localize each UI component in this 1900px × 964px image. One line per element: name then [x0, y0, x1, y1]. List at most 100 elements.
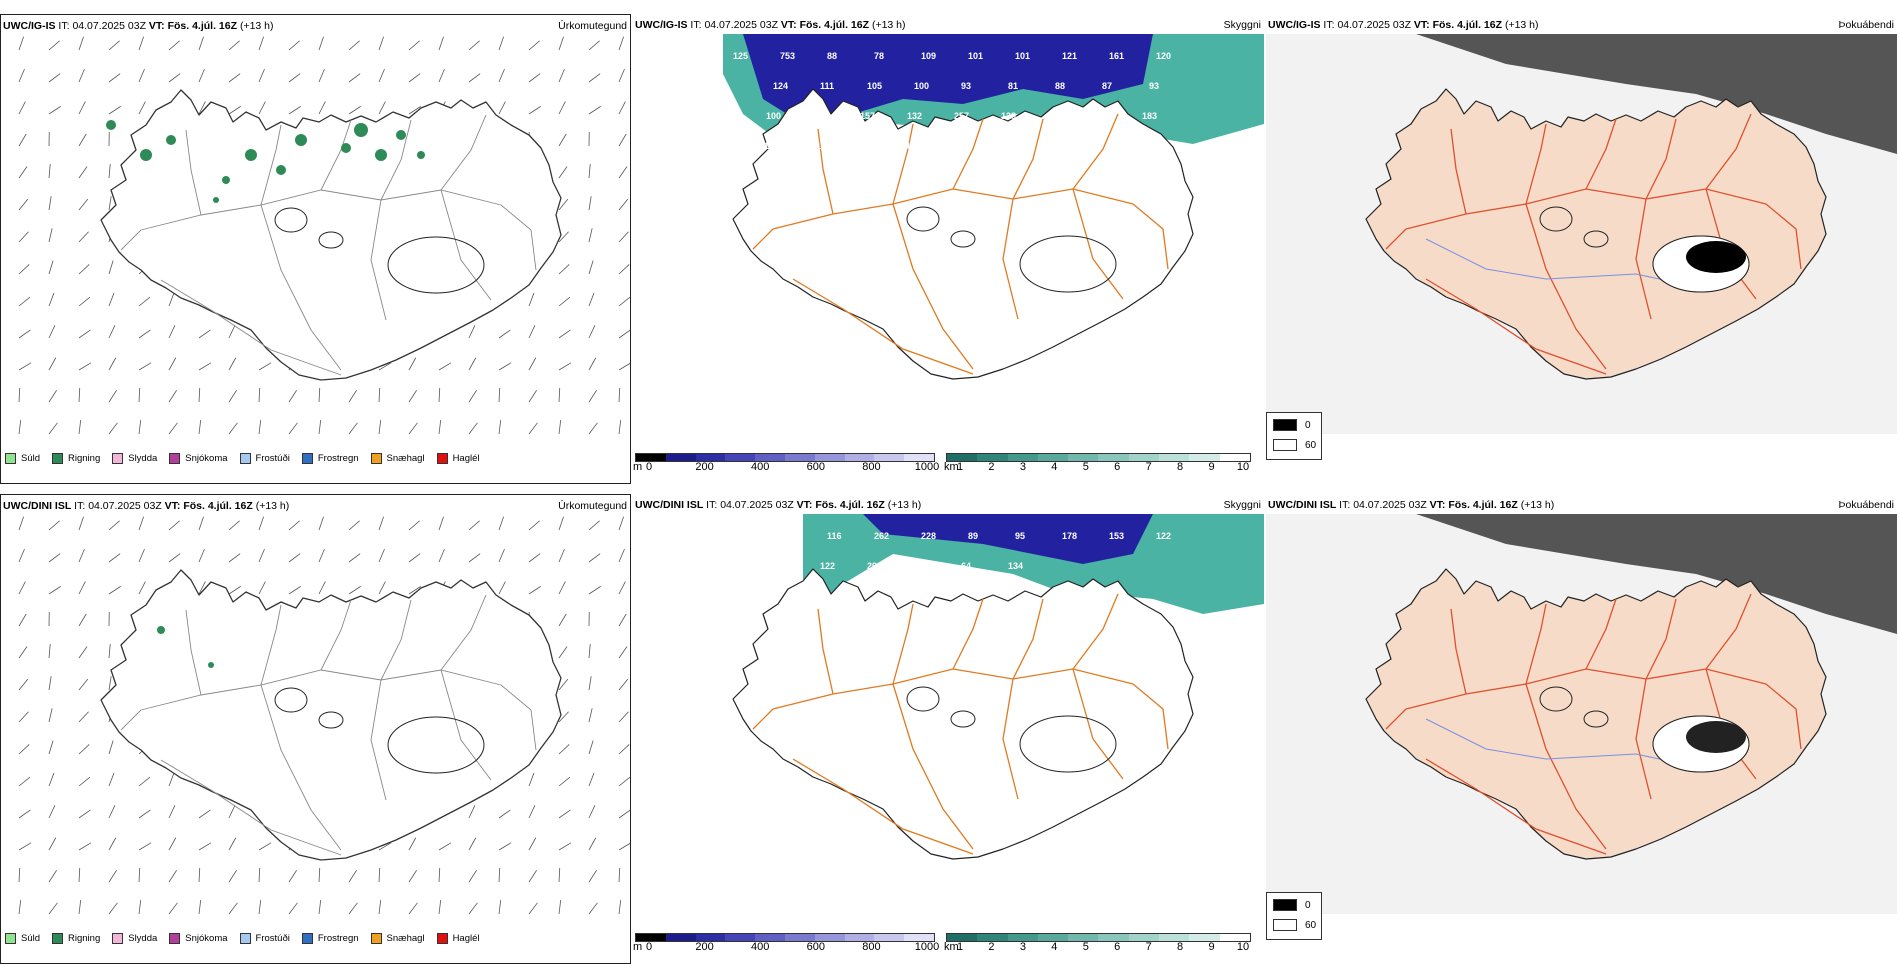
colorbar-tick: 3: [1020, 941, 1026, 953]
ceiling-label: 93: [961, 81, 971, 91]
ceiling-label: 81: [1008, 81, 1018, 91]
legend-item: Frostúði: [240, 933, 290, 944]
ceiling-label: 78: [994, 141, 1004, 151]
colorbar-tick: 2: [988, 941, 994, 953]
legend-item: Haglél: [437, 933, 480, 944]
ceiling-label: 121: [1062, 51, 1077, 61]
colorbar-tick: 9: [1208, 941, 1214, 953]
legend-item: Snæhagl: [371, 453, 425, 464]
panel-title: Þokuábendi: [1839, 499, 1894, 511]
fog-legend-swatch: [1273, 919, 1297, 931]
legend-item: Rigning: [52, 933, 100, 944]
ceiling-label: 210: [759, 141, 774, 151]
colorbar-tick: 800: [862, 941, 880, 953]
ceiling-label: 101: [1015, 51, 1030, 61]
fog-legend-label: 0: [1305, 900, 1311, 911]
ceiling-label: 153: [1109, 531, 1124, 541]
fog-legend-item: 60: [1273, 919, 1316, 931]
precip-map-2: [1, 495, 631, 964]
panel-header: UWC/IG-IS IT: 04.07.2025 03Z VT: Fös. 4.…: [3, 20, 274, 32]
legend-label: Frostregn: [318, 453, 359, 464]
ceiling-label: 88: [827, 51, 837, 61]
ceiling-label: 122: [1156, 531, 1171, 541]
colorbar-tick: 9: [1208, 461, 1214, 473]
legend-label: Haglél: [453, 933, 480, 944]
legend-swatch: [52, 933, 63, 944]
colorbar-tick: 1: [957, 461, 963, 473]
colorbar-tick: 0: [646, 461, 652, 473]
legend-label: Frostúði: [256, 453, 290, 464]
ceiling-label: 161: [1109, 51, 1124, 61]
colorbar-tick: 200: [695, 941, 713, 953]
colorbar-tick: 600: [807, 941, 825, 953]
ceiling-label: 100: [766, 111, 781, 121]
fog-legend-swatch: [1273, 419, 1297, 431]
legend-swatch: [371, 453, 382, 464]
ceiling-label: 124: [773, 81, 788, 91]
ceiling-label: 106: [1048, 111, 1063, 121]
colorbar-unit: m: [633, 461, 642, 473]
colorbar-tick: 5: [1083, 461, 1089, 473]
legend-item: Snæhagl: [371, 933, 425, 944]
ceiling-label: 157: [860, 111, 875, 121]
legend-label: Slydda: [128, 933, 157, 944]
ceiling-label: 122: [820, 561, 835, 571]
legend-item: Frostregn: [302, 933, 359, 944]
ceiling-label: 100: [914, 81, 929, 91]
legend-item: Súld: [5, 933, 40, 944]
precip-type-panel-2: UWC/DINI ISL IT: 04.07.2025 03Z VT: Fös.…: [0, 494, 631, 964]
legend-swatch: [302, 453, 313, 464]
ceiling-label: 178: [1062, 531, 1077, 541]
ceiling-label: 111: [820, 81, 834, 91]
ceiling-label: 64: [961, 561, 971, 571]
legend-swatch: [302, 933, 313, 944]
ceiling-label: 56: [1041, 141, 1051, 151]
colorbar-strip: [635, 453, 935, 462]
ceiling-label: 161: [806, 141, 821, 151]
colorbar-tick: 5: [1083, 941, 1089, 953]
ceiling-label: 116: [827, 531, 842, 541]
panel-header: UWC/DINI ISL IT: 04.07.2025 03Z VT: Fös.…: [3, 500, 289, 512]
ceiling-label: 101: [733, 531, 748, 541]
ceiling-label: 95: [1015, 531, 1025, 541]
legend-swatch: [169, 453, 180, 464]
fog-legend-swatch: [1273, 439, 1297, 451]
ceiling-label: 257: [954, 111, 969, 121]
panel-title: Skyggni: [1224, 19, 1261, 31]
fog-legend-label: 60: [1305, 440, 1316, 451]
legend-swatch: [52, 453, 63, 464]
ceiling-label: 101: [914, 561, 929, 571]
colorbar-tick: 6: [1114, 461, 1120, 473]
ceiling-label: 132: [907, 111, 922, 121]
ceiling-label: 123: [1001, 111, 1016, 121]
ceiling-label: 143: [900, 141, 915, 151]
ceiling-label: 296: [867, 561, 882, 571]
fog-legend-item: 0: [1273, 419, 1311, 431]
legend-swatch: [112, 933, 123, 944]
legend-swatch: [240, 453, 251, 464]
legend-label: Snjókoma: [185, 453, 227, 464]
colorbar-unit: m: [633, 941, 642, 953]
colorbar-tick: 600: [807, 461, 825, 473]
legend-label: Snæhagl: [387, 933, 425, 944]
colorbar-tick: 1000: [915, 941, 939, 953]
ceiling-label: 78: [874, 51, 884, 61]
legend-swatch: [169, 933, 180, 944]
legend-label: Frostúði: [256, 933, 290, 944]
ceiling-label: 101: [968, 51, 983, 61]
ceiling-label: 115: [947, 141, 962, 151]
ceiling-label: 753: [780, 51, 795, 61]
fog-legend: 0 60: [1266, 412, 1322, 460]
legend-label: Slydda: [128, 453, 157, 464]
colorbar-tick: 8: [1177, 461, 1183, 473]
fog-panel-2: UWC/DINI ISL IT: 04.07.2025 03Z VT: Fös.…: [1266, 494, 1897, 964]
fog-panel-1: UWC/IG-IS IT: 04.07.2025 03Z VT: Fös. 4.…: [1266, 14, 1897, 484]
legend-swatch: [112, 453, 123, 464]
